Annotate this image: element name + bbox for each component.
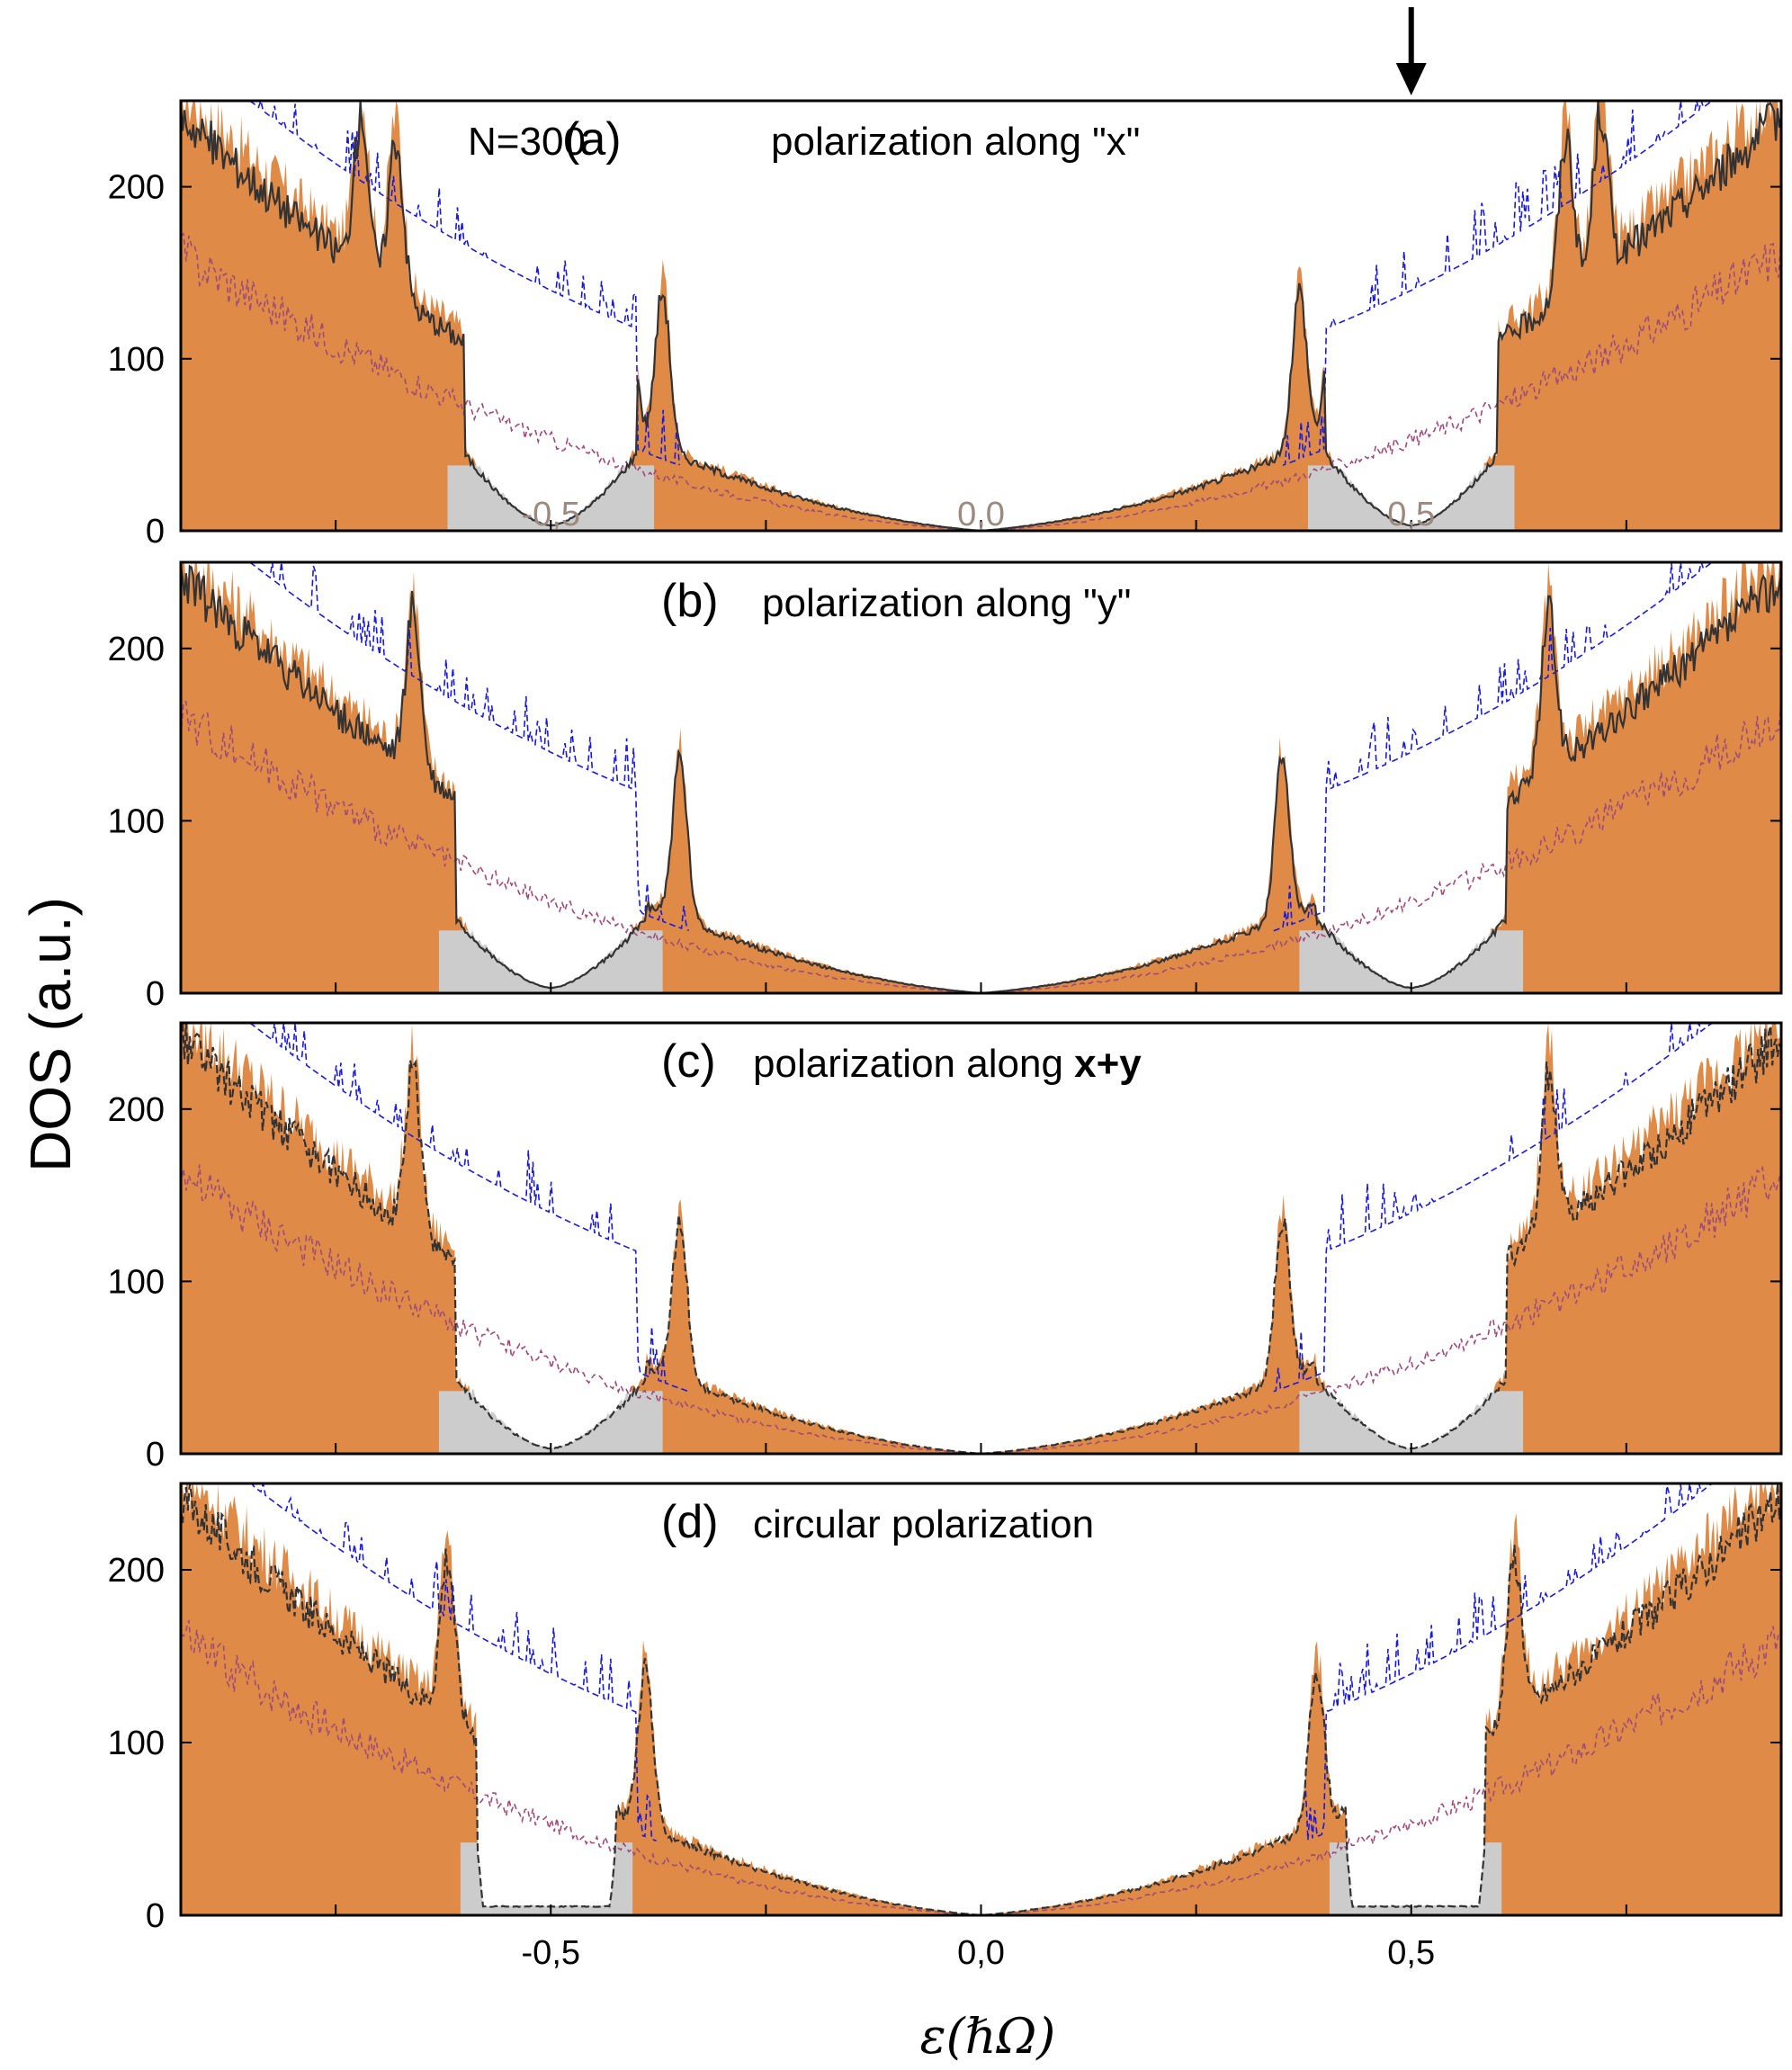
blue-dashed-curve bbox=[181, 101, 1781, 466]
blue-dashed-curve bbox=[181, 1483, 1781, 1842]
panels: 0 100 200 -0,5 0,0 0,5 N=300(a) polarization al… bbox=[108, 7, 1783, 1972]
panel-title-text: circular polarization bbox=[753, 1502, 1094, 1546]
purple-dashed-curve bbox=[181, 1164, 1781, 1454]
black-dos-curve bbox=[181, 1483, 1781, 1915]
inner-x-tick-label: 0,0 bbox=[957, 496, 1005, 533]
panel-letter: (c) bbox=[661, 1035, 716, 1088]
y-tick-label: 0 bbox=[146, 975, 165, 1013]
y-axis-label: DOS (a.u.) bbox=[18, 897, 83, 1172]
purple-dashed-curve bbox=[181, 701, 1781, 993]
black-dos-curve bbox=[181, 101, 1781, 531]
panel-title: polarization along "x" bbox=[771, 120, 1140, 164]
y-tick-label: 200 bbox=[108, 1552, 165, 1590]
panel-title: polarization along "y" bbox=[762, 581, 1131, 625]
panel-d: 0 100 200 -0,5 0,0 0,5 (d) circular polarizatio… bbox=[108, 1482, 1783, 1972]
panel-letter: (d) bbox=[661, 1496, 719, 1548]
white-region bbox=[181, 1023, 1781, 1454]
y-tick-label: 0 bbox=[146, 1897, 165, 1935]
y-tick-label: 100 bbox=[108, 341, 165, 379]
black-dos-curve bbox=[181, 1023, 1781, 1454]
y-tick-label: 100 bbox=[108, 1263, 165, 1301]
y-tick-label: 200 bbox=[108, 1091, 165, 1129]
panel-title-text: polarization along "x" bbox=[771, 120, 1140, 164]
y-tick-label: 100 bbox=[108, 1725, 165, 1762]
plot-area bbox=[181, 101, 1781, 531]
n-annotation: N=300 bbox=[468, 120, 586, 164]
inner-x-tick-label: -0,5 bbox=[522, 496, 580, 533]
y-tick-label: 0 bbox=[146, 513, 165, 551]
down-arrow-icon bbox=[1395, 7, 1427, 95]
panel-c: 0 100 200 (c) polarization along x+y bbox=[108, 1021, 1783, 1474]
panel-letter: (a) bbox=[564, 113, 622, 166]
x-tick-label: 0,0 bbox=[957, 1934, 1005, 1972]
panel-b: 0 100 200 (b) polarization along "y" bbox=[108, 560, 1783, 1013]
white-region bbox=[181, 101, 1781, 531]
panel-letter: (b) bbox=[661, 575, 719, 627]
panel-a: 0 100 200 -0,5 0,0 0,5 N=300(a) polarization al… bbox=[108, 7, 1783, 551]
inner-x-tick-label: 0,5 bbox=[1387, 496, 1435, 533]
panel-title: circular polarization bbox=[753, 1502, 1094, 1546]
plot-area bbox=[181, 1483, 1781, 1915]
y-tick-label: 200 bbox=[108, 169, 165, 207]
y-tick-label: 200 bbox=[108, 631, 165, 668]
x-axis-label: ε(ℏΩ) bbox=[920, 2008, 1056, 2065]
blue-dashed-curve bbox=[181, 562, 1781, 932]
y-tick-label: 100 bbox=[108, 802, 165, 840]
panel-title: polarization along x+y bbox=[753, 1042, 1142, 1086]
panel-title-text: polarization along bbox=[753, 1042, 1074, 1086]
x-tick-label: 0,5 bbox=[1387, 1934, 1435, 1972]
panel-title-bold: x+y bbox=[1074, 1042, 1142, 1086]
white-region bbox=[181, 1483, 1781, 1915]
y-tick-label: 0 bbox=[146, 1436, 165, 1474]
blue-dashed-curve bbox=[181, 1023, 1781, 1393]
black-dos-curve bbox=[181, 564, 1781, 993]
plot-area bbox=[181, 1023, 1781, 1454]
panel-title-text: polarization along "y" bbox=[762, 581, 1131, 625]
plot-area bbox=[181, 562, 1781, 993]
white-region bbox=[181, 562, 1781, 993]
x-tick-label: -0,5 bbox=[522, 1934, 580, 1972]
